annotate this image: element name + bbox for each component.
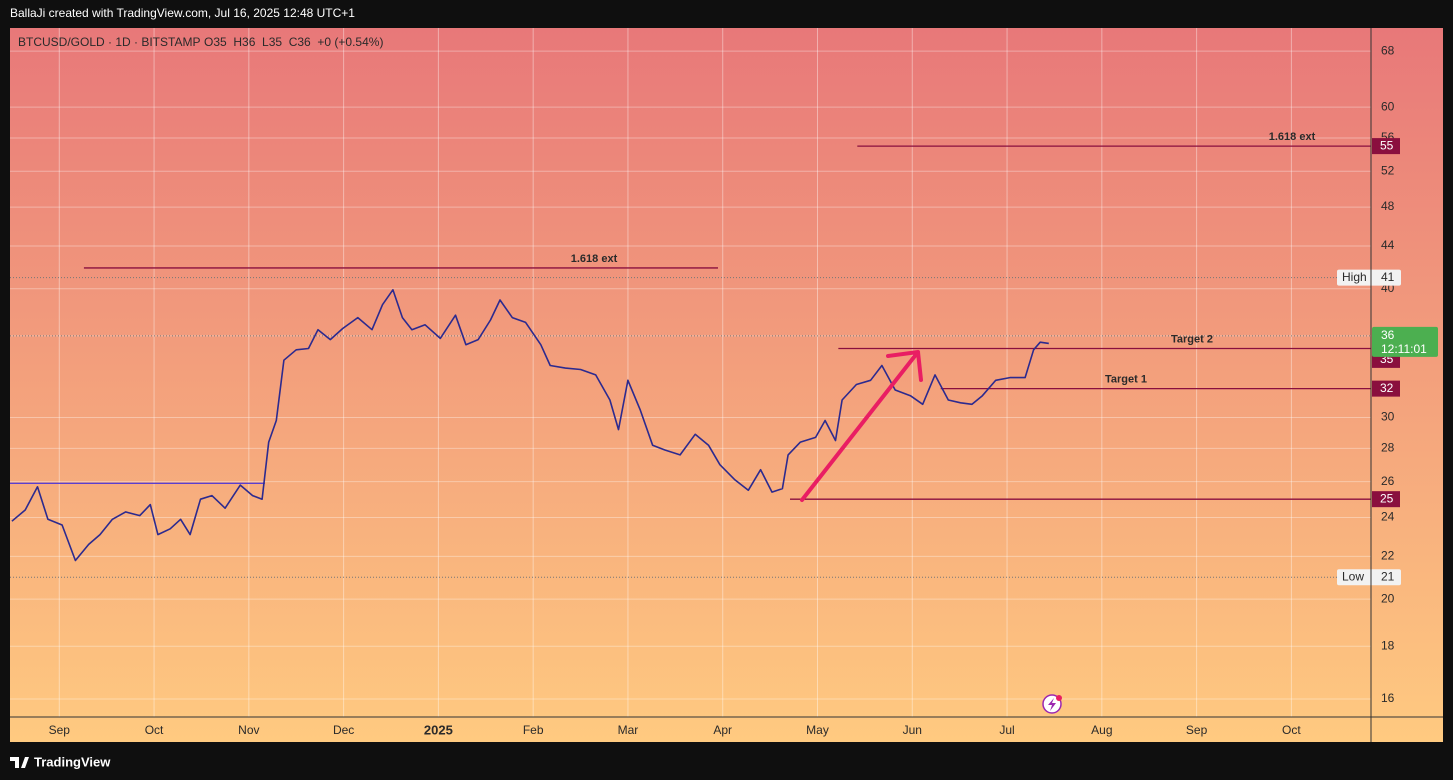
y-tick-label: 52 <box>1381 163 1395 177</box>
x-tick-label: 2025 <box>424 722 453 737</box>
x-tick-label: Mar <box>618 723 639 737</box>
last-price-value: 36 <box>1381 328 1395 342</box>
level-tag <box>1372 138 1400 155</box>
y-tick-label: 30 <box>1381 410 1395 424</box>
level-tag <box>1372 380 1400 397</box>
icon-bolt <box>1048 698 1056 711</box>
x-tick-label: Sep <box>1186 723 1208 737</box>
brand[interactable]: TradingView <box>10 754 111 769</box>
y-tick-label: 26 <box>1381 474 1395 488</box>
x-tick-label: Apr <box>713 723 732 737</box>
level-tag-value: 32 <box>1380 381 1394 395</box>
x-tick-label: Nov <box>238 723 259 737</box>
chart-background <box>10 28 1443 742</box>
x-tick-label: Aug <box>1091 723 1112 737</box>
last-price-tag <box>1372 326 1438 357</box>
x-tick-label: Jul <box>999 723 1014 737</box>
level-tag-value: 55 <box>1380 138 1394 152</box>
level-label: Target 2 <box>1171 333 1213 345</box>
x-tick-label: May <box>806 723 829 737</box>
y-tick-label: 16 <box>1381 691 1395 705</box>
plot-layer: Sep Oct Nov Dec 2025 Feb Mar Apr May Jun Jul Aug Sep… <box>10 28 1438 737</box>
y-tick-label: 24 <box>1381 510 1395 524</box>
replay-icon[interactable] <box>1042 694 1062 714</box>
last-price-countdown: 12:11:01 <box>1381 342 1427 356</box>
y-tick-label: 68 <box>1381 43 1395 57</box>
marker-tag <box>1337 569 1401 586</box>
brand-logo <box>10 757 29 768</box>
y-tick-label: 22 <box>1381 549 1395 563</box>
level-label: Target 1 <box>1105 374 1147 386</box>
level-label: 1.618 ext <box>571 253 618 265</box>
legend-ohlc: O35 H36 L35 C36 +0 (+0.54%) <box>204 35 383 49</box>
marker-value: 41 <box>1381 270 1395 284</box>
x-tick-label: Jun <box>903 723 922 737</box>
level-tag-value: 25 <box>1380 491 1394 505</box>
marker-value: 21 <box>1381 569 1395 583</box>
brand-name: TradingView <box>34 754 111 769</box>
legend-symbol: BTCUSD/GOLD · 1D · BITSTAMP <box>18 35 200 49</box>
x-tick-label: Dec <box>333 723 354 737</box>
drawn-arrow <box>800 350 923 502</box>
x-tick-label: Oct <box>145 723 164 737</box>
marker-label: Low <box>1342 569 1364 583</box>
y-tick-label: 48 <box>1381 199 1395 213</box>
marker-label: High <box>1342 270 1367 284</box>
level-tag <box>1372 491 1400 508</box>
y-tick-label: 28 <box>1381 441 1395 455</box>
top-bar <box>0 0 1453 28</box>
x-tick-label: Feb <box>523 723 544 737</box>
y-tick-label: 20 <box>1381 591 1395 605</box>
x-tick-label: Sep <box>49 723 71 737</box>
price-line <box>11 289 1049 562</box>
level-label: 1.618 ext <box>1269 131 1316 143</box>
icon-dot <box>1056 695 1062 701</box>
x-tick-label: Oct <box>1282 723 1301 737</box>
credit: BallaJi created with TradingView.com, Ju… <box>10 6 355 20</box>
y-tick-label: 60 <box>1381 99 1395 113</box>
marker-tag <box>1337 269 1401 286</box>
y-tick-label: 44 <box>1381 238 1395 252</box>
y-tick-label: 18 <box>1381 638 1395 652</box>
